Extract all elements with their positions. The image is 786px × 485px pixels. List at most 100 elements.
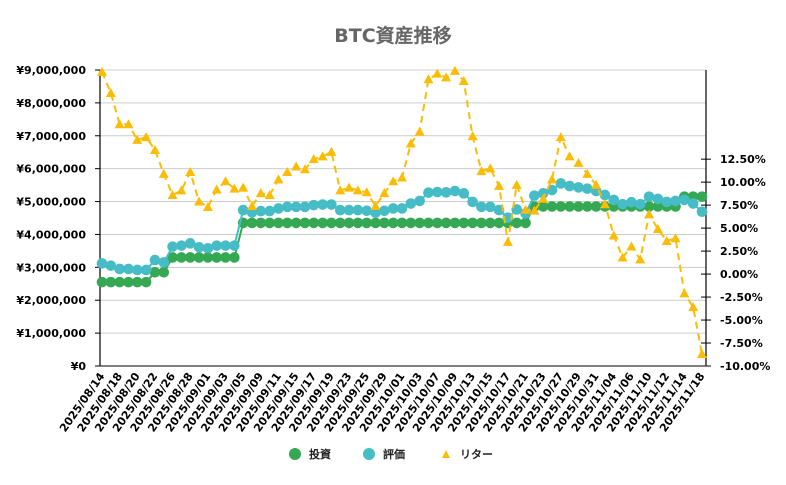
data-point: [476, 217, 487, 229]
data-point: [502, 236, 513, 246]
data-point: [352, 204, 364, 216]
series-return: [97, 65, 707, 359]
data-point: [123, 263, 134, 275]
right-axis-tick-label: -2.50%: [720, 291, 763, 304]
data-point: [511, 217, 523, 229]
legend-item-valuation[interactable]: 評価: [363, 447, 405, 461]
data-point: [423, 217, 434, 229]
data-point: [688, 302, 699, 312]
data-point: [343, 217, 355, 229]
data-point: [167, 190, 178, 200]
data-point: [255, 188, 266, 198]
data-point: [282, 167, 293, 177]
data-point: [193, 252, 205, 263]
data-point: [573, 157, 584, 167]
data-point: [220, 176, 231, 186]
legend-item-investment[interactable]: 投資: [289, 447, 331, 461]
data-point: [617, 198, 628, 210]
left-axis-tick-label: ¥7,000,000: [16, 130, 86, 143]
legend-item-return[interactable]: リター: [442, 448, 493, 461]
data-point: [211, 252, 223, 263]
data-point: [529, 205, 540, 215]
data-point: [334, 204, 346, 216]
data-point: [264, 190, 275, 200]
data-point: [379, 217, 390, 229]
data-point: [458, 188, 470, 199]
left-axis-tick-label: ¥9,000,000: [16, 64, 86, 77]
data-point: [370, 207, 381, 219]
data-point: [149, 144, 160, 154]
data-point: [184, 252, 196, 263]
data-point: [652, 201, 664, 212]
chart-title: BTC資産推移: [334, 24, 451, 47]
data-point: [149, 266, 161, 278]
data-point: [194, 196, 205, 206]
data-point: [370, 201, 381, 211]
data-point: [396, 203, 408, 214]
data-point: [361, 205, 373, 217]
legend-marker-valuation: [363, 448, 375, 460]
data-point: [176, 185, 187, 195]
data-point: [220, 252, 231, 263]
data-point: [458, 76, 469, 86]
data-point: [590, 201, 602, 212]
data-point: [511, 179, 522, 189]
legend-label-investment: 投資: [309, 447, 331, 461]
data-point: [141, 132, 152, 142]
data-point: [264, 217, 275, 229]
right-axis-tick-label: 10.00%: [720, 176, 766, 189]
legend: 投資 評価 リター: [289, 447, 493, 461]
data-point: [608, 230, 619, 240]
data-point: [387, 203, 399, 214]
data-point: [608, 194, 620, 206]
data-point: [326, 146, 337, 156]
data-point: [405, 138, 416, 148]
data-point: [105, 260, 117, 271]
data-point: [290, 217, 302, 229]
data-point: [661, 196, 673, 208]
data-point: [564, 180, 575, 192]
data-point: [431, 217, 443, 229]
data-point: [476, 166, 487, 176]
data-point: [599, 199, 610, 209]
data-point: [281, 201, 293, 213]
data-point: [123, 276, 134, 288]
right-axis-tick-label: -5.00%: [720, 314, 763, 327]
data-point: [449, 217, 461, 229]
data-point: [220, 240, 231, 251]
left-axis-tick-label: ¥6,000,000: [16, 163, 86, 176]
data-point: [643, 191, 655, 202]
data-point: [573, 182, 584, 193]
data-point: [281, 217, 293, 229]
data-point: [131, 276, 143, 288]
data-point: [449, 65, 460, 75]
data-point: [308, 199, 320, 211]
data-point: [635, 254, 646, 264]
data-point: [493, 217, 505, 229]
data-point: [379, 188, 390, 198]
data-point: [537, 201, 549, 212]
data-point: [634, 198, 646, 210]
right-axis-tick-label: 7.50%: [720, 199, 758, 212]
data-point: [644, 209, 655, 219]
data-point: [185, 167, 196, 177]
data-point: [555, 178, 567, 189]
data-point: [617, 252, 628, 262]
data-point: [273, 174, 284, 184]
data-point: [414, 126, 425, 136]
data-point: [158, 168, 169, 178]
data-point: [114, 263, 125, 275]
data-point: [140, 264, 152, 276]
data-point: [105, 276, 117, 288]
data-point: [467, 196, 478, 208]
data-point: [591, 179, 602, 189]
data-point: [352, 185, 363, 195]
data-point: [211, 240, 223, 251]
data-point: [546, 201, 558, 212]
data-point: [626, 196, 637, 208]
data-point: [176, 240, 187, 251]
data-point: [273, 217, 284, 229]
left-axis-tick-label: ¥1,000,000: [16, 327, 86, 340]
data-point: [290, 201, 302, 213]
